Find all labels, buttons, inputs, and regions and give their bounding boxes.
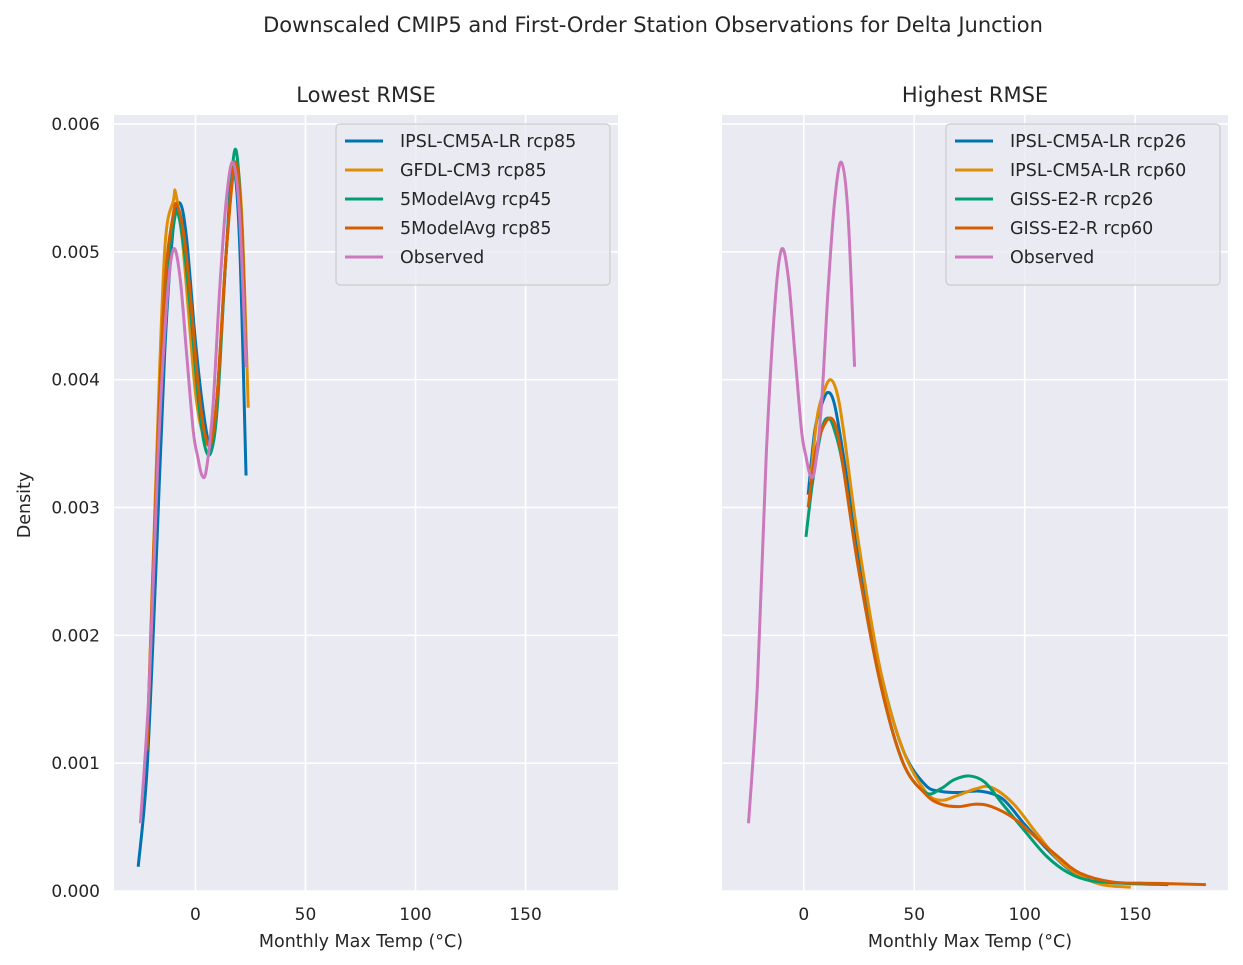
series-line-4 <box>806 416 1206 887</box>
series-line-3 <box>804 416 1169 887</box>
series-line-5 <box>747 160 857 824</box>
y-tick-label: 0.001 <box>51 754 100 774</box>
x-axis-label: Monthly Max Temp (°C) <box>868 932 1072 952</box>
y-tick-label: 0.000 <box>51 882 100 902</box>
legend-frame <box>335 123 611 286</box>
x-tick-label: 150 <box>509 905 541 925</box>
y-tick-label: 0.002 <box>51 626 100 646</box>
y-axis-label: Density <box>15 472 35 539</box>
legend: IPSL-CM5A-LR rcp85 GFDL-CM3 rcp85 5ModelAv… <box>335 123 611 286</box>
legend-entry: Observed <box>400 248 484 268</box>
x-tick-label: 0 <box>798 905 809 925</box>
legend-entry: 5ModelAvg rcp85 <box>400 219 551 239</box>
legend-entry: IPSL-CM5A-LR rcp85 <box>400 132 576 152</box>
legend-entry: GISS-E2-R rcp60 <box>1010 219 1153 239</box>
legend-frame <box>945 123 1221 286</box>
legend-entry: GISS-E2-R rcp26 <box>1010 190 1153 210</box>
legend-entry: IPSL-CM5A-LR rcp26 <box>1010 132 1186 152</box>
y-tick-label: 0.005 <box>51 243 100 263</box>
legend-entry: GFDL-CM3 rcp85 <box>400 161 547 181</box>
legend-entry: 5ModelAvg rcp45 <box>400 190 551 210</box>
legend: IPSL-CM5A-LR rcp26 IPSL-CM5A-LR rcp60 GISS… <box>945 123 1221 286</box>
y-tick-label: 0.004 <box>51 371 100 391</box>
series-line-4 <box>145 160 248 751</box>
y-tick-label: 0.003 <box>51 498 100 518</box>
panel-title: Lowest RMSE <box>296 83 435 107</box>
x-tick-label: 100 <box>399 905 431 925</box>
x-tick-label: 50 <box>295 905 317 925</box>
x-tick-label: 50 <box>903 905 925 925</box>
y-tick-label: 0.006 <box>51 115 100 135</box>
legend-entry: IPSL-CM5A-LR rcp60 <box>1010 161 1186 181</box>
x-axis-label: Monthly Max Temp (°C) <box>259 932 463 952</box>
figure-title: Downscaled CMIP5 and First-Order Station… <box>263 13 1043 37</box>
legend-entry: Observed <box>1010 248 1094 268</box>
panel-title: Highest RMSE <box>902 83 1048 107</box>
chart-panel-lowest-rmse: 0 50 100 150 0.000 0.001 0.002 0.003 0.004 0.005 0… <box>15 83 618 952</box>
series-line-5 <box>138 160 248 824</box>
x-tick-label: 150 <box>1119 905 1151 925</box>
x-tick-label: 0 <box>190 905 201 925</box>
x-tick-label: 100 <box>1008 905 1040 925</box>
chart-panel-highest-rmse: 0 50 100 150 Monthly Max Temp (°C) Highest RM… <box>722 83 1228 952</box>
